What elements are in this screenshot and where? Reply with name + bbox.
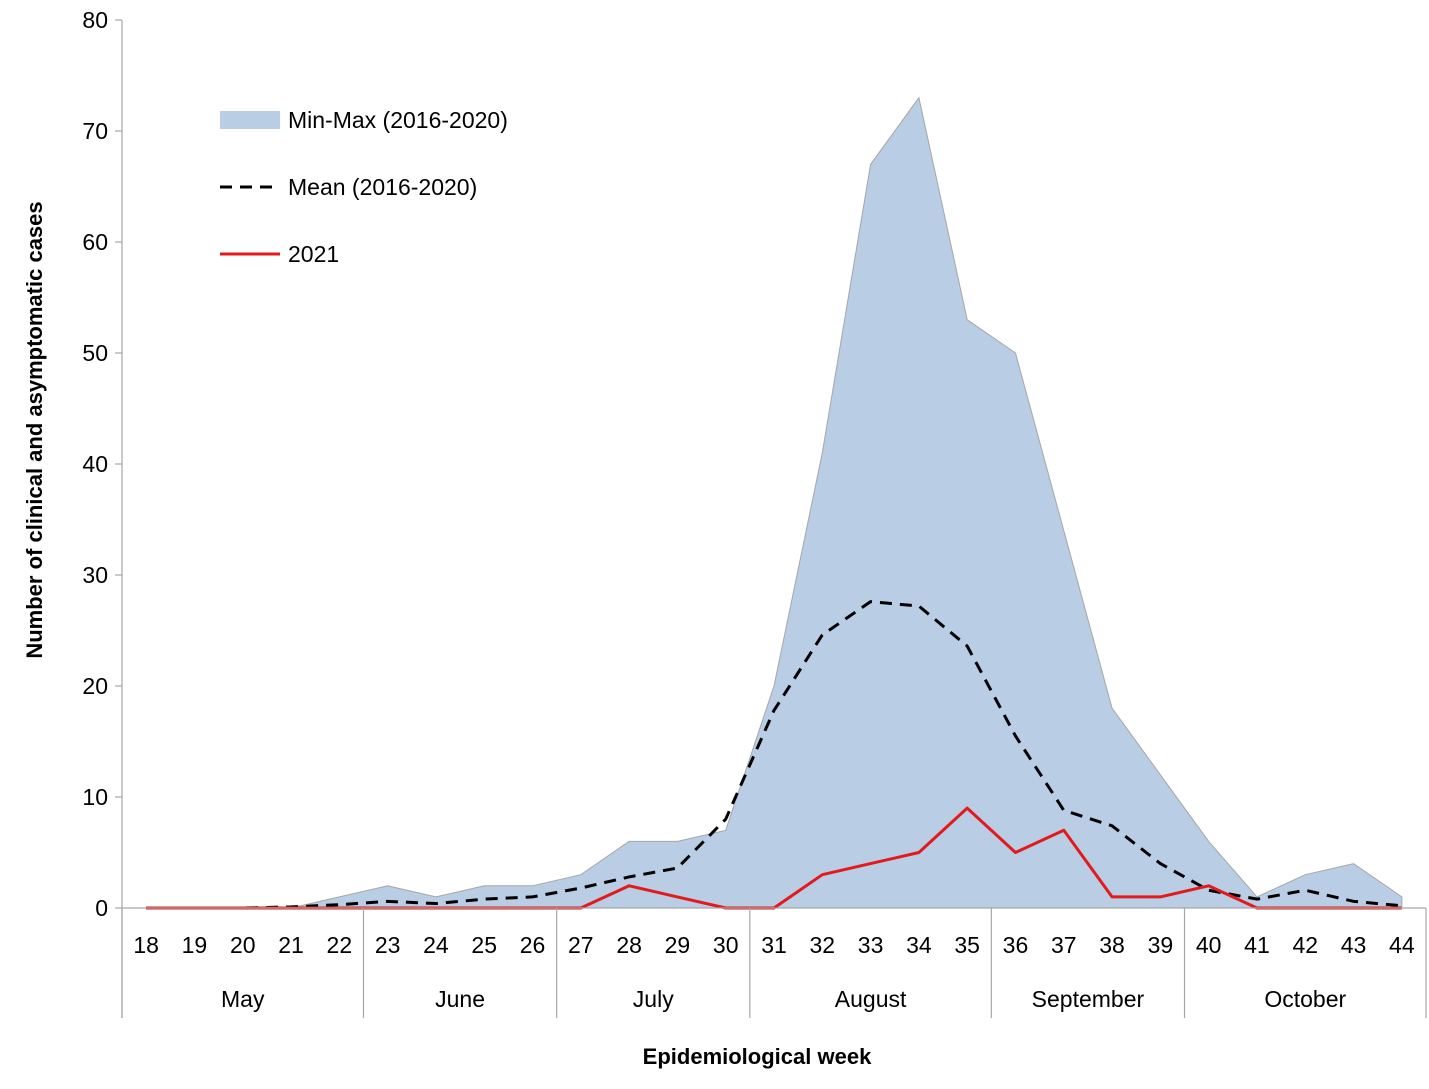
month-label: July <box>633 986 674 1012</box>
x-tick-label: 26 <box>520 932 546 958</box>
x-tick-label: 43 <box>1341 932 1367 958</box>
legend: Min-Max (2016-2020) Mean (2016-2020) 2021 <box>220 107 508 267</box>
x-tick-label: 29 <box>665 932 691 958</box>
legend-label: 2021 <box>288 241 339 267</box>
min-max-band <box>146 96 1403 909</box>
x-tick-label: 39 <box>1148 932 1174 958</box>
x-tick-label: 25 <box>471 932 497 958</box>
y-tick-label: 10 <box>82 784 108 810</box>
x-tick-label: 18 <box>133 932 159 958</box>
mean-line <box>146 600 1402 910</box>
y-tick-label: 50 <box>82 340 108 366</box>
x-tick-label: 34 <box>906 932 932 958</box>
x-tick-label: 22 <box>327 932 353 958</box>
x-tick-label: 19 <box>182 932 208 958</box>
x-tick-label: 32 <box>809 932 835 958</box>
x-tick-label: 44 <box>1389 932 1415 958</box>
month-label: May <box>221 986 265 1012</box>
y-axis-title: Number of clinical and asymptomatic case… <box>22 201 47 658</box>
x-tick-label: 42 <box>1292 932 1318 958</box>
y-tick-label: 80 <box>82 7 108 33</box>
month-label: September <box>1032 986 1145 1012</box>
legend-label: Min-Max (2016-2020) <box>288 107 508 133</box>
y-tick-label: 40 <box>82 451 108 477</box>
x-tick-label: 33 <box>858 932 884 958</box>
legend-label: Mean (2016-2020) <box>288 174 477 200</box>
x-tick-label: 37 <box>1051 932 1077 958</box>
x-tick-label: 21 <box>278 932 304 958</box>
y-tick-label: 60 <box>82 229 108 255</box>
x-tick-label: 28 <box>616 932 642 958</box>
y-tick-label: 30 <box>82 562 108 588</box>
month-label: August <box>835 986 907 1012</box>
legend-swatch-band <box>220 111 280 129</box>
y-tick-label: 70 <box>82 118 108 144</box>
x-tick-label: 38 <box>1099 932 1125 958</box>
y-tick-label: 20 <box>82 673 108 699</box>
x-tick-label: 23 <box>375 932 401 958</box>
y-tick-label: 0 <box>95 895 108 921</box>
x-tick-label: 35 <box>954 932 980 958</box>
x-tick-label: 24 <box>423 932 449 958</box>
x-tick-label: 30 <box>713 932 739 958</box>
x-tick-label: 31 <box>761 932 787 958</box>
x-axis-title: Epidemiological week <box>643 1044 872 1069</box>
x-tick-label: 27 <box>568 932 594 958</box>
month-label: October <box>1264 986 1346 1012</box>
x-tick-label: 40 <box>1196 932 1222 958</box>
month-label: June <box>435 986 485 1012</box>
x-tick-label: 36 <box>1003 932 1029 958</box>
x-tick-label: 20 <box>230 932 256 958</box>
x-tick-label: 41 <box>1244 932 1270 958</box>
